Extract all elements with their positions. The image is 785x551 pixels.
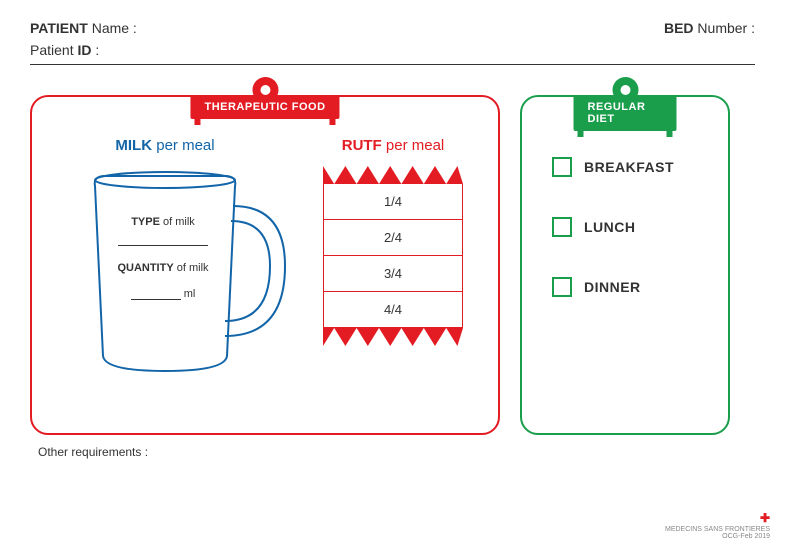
clip-circle-icon	[252, 77, 278, 103]
rutf-title-b: per meal	[382, 137, 445, 154]
patient-id-c: :	[91, 42, 99, 58]
cup-labels: TYPE of milk QUANTITY of milk ml	[103, 206, 223, 300]
rutf-sachet: 1/4 2/4 3/4 4/4	[323, 166, 463, 346]
bed-number-label: BED Number :	[664, 20, 755, 36]
qty-rest: of milk	[174, 262, 209, 274]
type-label: TYPE of milk	[103, 216, 223, 228]
rutf-column: RUTF per meal 1/4 2/4 3/4 4/4	[308, 137, 478, 413]
clip-circle-icon	[612, 77, 638, 103]
breakfast-checkbox[interactable]	[552, 157, 572, 177]
patient-name-rest: Name :	[88, 20, 137, 36]
milk-title: MILK per meal	[52, 137, 278, 154]
type-rest: of milk	[160, 216, 195, 228]
fraction-row[interactable]: 2/4	[323, 220, 463, 256]
patient-id-a: Patient	[30, 42, 77, 58]
footer-ref: OCG-Feb 2019	[665, 533, 770, 541]
qty-fill-line[interactable]	[131, 288, 181, 300]
patient-id-label: Patient ID :	[30, 42, 99, 58]
type-fill-line[interactable]	[118, 232, 208, 246]
therapeutic-content: MILK per meal TYPE of milk	[52, 137, 478, 413]
lunch-checkbox[interactable]	[552, 217, 572, 237]
qty-fill-row: ml	[103, 288, 223, 300]
fraction-row[interactable]: 1/4	[323, 184, 463, 220]
dinner-label: DINNER	[584, 279, 641, 295]
footer-org: MEDECINS SANS FRONTIERES	[665, 526, 770, 534]
header-row-1: PATIENT Name : BED Number :	[30, 20, 755, 36]
breakfast-label: BREAKFAST	[584, 159, 674, 175]
header-divider	[30, 64, 755, 65]
qty-bold: QUANTITY	[117, 262, 173, 274]
therapeutic-panel: THERAPEUTIC FOOD MILK per meal TYP	[30, 95, 500, 435]
regular-clip: REGULAR DIET	[574, 77, 677, 131]
bed-bold: BED	[664, 20, 694, 36]
other-requirements-label: Other requirements :	[38, 445, 755, 459]
fraction-row[interactable]: 3/4	[323, 256, 463, 292]
lunch-label: LUNCH	[584, 219, 636, 235]
zigzag-top-icon	[323, 166, 463, 184]
footer-logo: ✚ MEDECINS SANS FRONTIERES OCG-Feb 2019	[665, 512, 770, 541]
cup-illustration: TYPE of milk QUANTITY of milk ml	[75, 166, 255, 376]
panels-row: THERAPEUTIC FOOD MILK per meal TYP	[30, 95, 755, 435]
qty-label: QUANTITY of milk	[103, 262, 223, 274]
diet-list: BREAKFAST LUNCH DINNER	[542, 137, 708, 317]
rutf-title-a: RUTF	[342, 137, 382, 154]
patient-name-label: PATIENT Name :	[30, 20, 137, 36]
diet-item-breakfast: BREAKFAST	[552, 157, 698, 177]
header-row-2: Patient ID :	[30, 42, 755, 58]
rutf-title: RUTF per meal	[308, 137, 478, 154]
fraction-row[interactable]: 4/4	[323, 292, 463, 328]
patient-name-bold: PATIENT	[30, 20, 88, 36]
bed-rest: Number :	[694, 20, 755, 36]
dinner-checkbox[interactable]	[552, 277, 572, 297]
milk-column: MILK per meal TYPE of milk	[52, 137, 278, 413]
diet-item-dinner: DINNER	[552, 277, 698, 297]
milk-title-a: MILK	[115, 137, 152, 154]
patient-id-bold: ID	[77, 42, 91, 58]
msf-logo-icon: ✚	[665, 512, 770, 525]
ml-unit: ml	[184, 288, 196, 300]
zigzag-bottom-icon	[323, 328, 463, 346]
milk-title-b: per meal	[152, 137, 215, 154]
therapeutic-clip: THERAPEUTIC FOOD	[190, 77, 339, 119]
diet-item-lunch: LUNCH	[552, 217, 698, 237]
type-bold: TYPE	[131, 216, 160, 228]
regular-panel: REGULAR DIET BREAKFAST LUNCH DINNER	[520, 95, 730, 435]
